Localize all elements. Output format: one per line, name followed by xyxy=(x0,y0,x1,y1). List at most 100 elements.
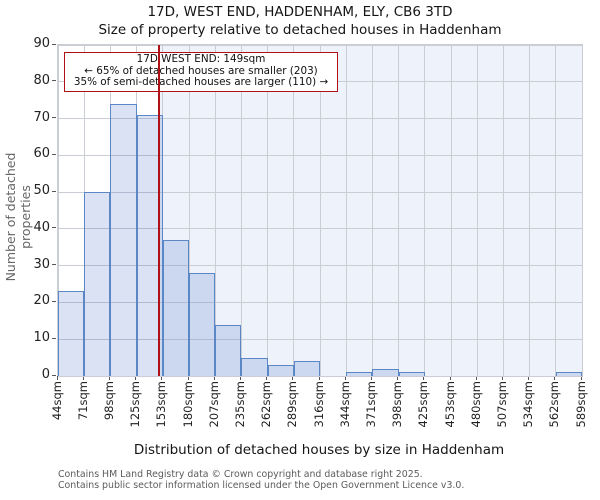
histogram-bar-344-371sqm xyxy=(346,372,373,376)
y-tick-mark xyxy=(52,300,56,302)
histogram-bar-180-207sqm xyxy=(189,273,216,376)
y-tick-label-70: 70 xyxy=(33,109,50,125)
x-tick-label-207sqm: 207sqm xyxy=(206,381,221,428)
gridline-horizontal xyxy=(58,265,582,267)
annotation-line1: 17D WEST END: 149sqm xyxy=(136,53,266,65)
y-tick-mark xyxy=(52,43,56,45)
annotation-box: 17D WEST END: 149sqm ← 65% of detached h… xyxy=(64,52,338,92)
footer: Contains HM Land Registry data © Crown c… xyxy=(58,469,465,491)
y-tick-label-90: 90 xyxy=(33,36,50,51)
x-tick-label-398sqm: 398sqm xyxy=(390,381,405,428)
gridline-vertical xyxy=(529,45,531,376)
gridline-vertical xyxy=(293,45,295,376)
x-tick-label-534sqm: 534sqm xyxy=(521,381,536,428)
histogram-bar-98-125sqm xyxy=(110,103,137,376)
x-tick-label-71sqm: 71sqm xyxy=(75,381,90,421)
x-tick-mark xyxy=(239,376,241,380)
gridline-vertical xyxy=(581,45,583,376)
x-tick-mark xyxy=(370,376,372,380)
x-tick-mark xyxy=(344,376,346,380)
y-tick-mark xyxy=(52,337,56,339)
y-tick-label-10: 10 xyxy=(33,330,50,346)
histogram-bar-262-289sqm xyxy=(267,364,294,376)
histogram-bar-44-71sqm xyxy=(58,291,85,376)
gridline-horizontal xyxy=(58,301,582,303)
y-tick-label-50: 50 xyxy=(33,183,50,199)
x-tick-mark xyxy=(554,376,556,380)
x-tick-mark xyxy=(213,376,215,380)
x-tick-label-589sqm: 589sqm xyxy=(573,381,588,428)
gridline-vertical xyxy=(214,45,216,376)
histogram-bar-398-425sqm xyxy=(398,372,425,376)
gridline-vertical xyxy=(424,45,426,376)
gridline-vertical xyxy=(162,45,164,376)
x-tick-label-371sqm: 371sqm xyxy=(363,381,378,428)
plot-area: 17D WEST END: 149sqm ← 65% of detached h… xyxy=(57,44,583,377)
y-tick-label-20: 20 xyxy=(33,293,50,309)
histogram-bar-371-398sqm xyxy=(372,368,399,376)
x-tick-label-425sqm: 425sqm xyxy=(416,381,431,428)
y-tick-label-30: 30 xyxy=(33,256,50,272)
histogram-bar-562-589sqm xyxy=(555,372,582,376)
x-tick-mark xyxy=(161,376,163,380)
gridline-horizontal xyxy=(58,191,582,193)
gridline-horizontal xyxy=(58,44,582,46)
y-tick-label-80: 80 xyxy=(33,72,50,88)
x-tick-mark xyxy=(108,376,110,380)
y-tick-label-60: 60 xyxy=(33,146,50,162)
y-tick-mark xyxy=(52,80,56,82)
larger-properties-shade-region xyxy=(159,45,582,376)
x-tick-mark xyxy=(475,376,477,380)
x-tick-mark xyxy=(501,376,503,380)
x-tick-label-344sqm: 344sqm xyxy=(337,381,352,428)
x-tick-mark xyxy=(423,376,425,380)
gridline-vertical xyxy=(267,45,269,376)
gridline-vertical xyxy=(398,45,400,376)
gridline-vertical xyxy=(450,45,452,376)
histogram-bar-207-235sqm xyxy=(215,324,242,376)
chart-subtitle: Size of property relative to detached ho… xyxy=(98,22,502,38)
histogram-bar-153-180sqm xyxy=(162,239,189,376)
gridline-horizontal xyxy=(58,338,582,340)
footer-line2: Contains public sector information licen… xyxy=(58,479,465,491)
x-axis-title: Distribution of detached houses by size … xyxy=(133,442,505,458)
chart-title: 17D, WEST END, HADDENHAM, ELY, CB6 3TD xyxy=(147,4,453,20)
footer-line1: Contains HM Land Registry data © Crown c… xyxy=(58,469,423,480)
histogram-bar-71-98sqm xyxy=(84,192,111,376)
gridline-horizontal xyxy=(58,118,582,120)
x-tick-label-316sqm: 316sqm xyxy=(311,381,326,428)
x-tick-mark xyxy=(56,376,58,380)
y-tick-mark xyxy=(52,117,56,119)
x-tick-label-480sqm: 480sqm xyxy=(468,381,483,428)
x-tick-label-44sqm: 44sqm xyxy=(49,381,64,421)
x-tick-mark xyxy=(266,376,268,380)
x-tick-mark xyxy=(580,376,582,380)
y-tick-label-0: 0 xyxy=(41,367,50,382)
y-tick-mark xyxy=(52,264,56,266)
x-tick-label-180sqm: 180sqm xyxy=(180,381,195,428)
histogram-bar-235-262sqm xyxy=(241,357,268,376)
x-tick-mark xyxy=(528,376,530,380)
gridline-vertical xyxy=(57,45,59,376)
gridline-vertical xyxy=(476,45,478,376)
x-tick-label-98sqm: 98sqm xyxy=(101,381,116,421)
x-tick-mark xyxy=(135,376,137,380)
x-tick-mark xyxy=(397,376,399,380)
x-tick-mark xyxy=(318,376,320,380)
x-tick-label-289sqm: 289sqm xyxy=(285,381,300,428)
property-size-marker-line xyxy=(158,45,160,376)
y-tick-mark xyxy=(52,153,56,155)
x-tick-label-235sqm: 235sqm xyxy=(232,381,247,428)
y-tick-mark xyxy=(52,374,56,376)
annotation-line3: 35% of semi-detached houses are larger (… xyxy=(73,76,329,89)
x-tick-mark xyxy=(449,376,451,380)
x-tick-mark xyxy=(82,376,84,380)
gridline-vertical xyxy=(345,45,347,376)
gridline-vertical xyxy=(555,45,557,376)
x-tick-mark xyxy=(187,376,189,380)
gridline-horizontal xyxy=(58,154,582,156)
y-tick-mark xyxy=(52,190,56,192)
x-tick-mark xyxy=(292,376,294,380)
gridline-horizontal xyxy=(58,228,582,230)
